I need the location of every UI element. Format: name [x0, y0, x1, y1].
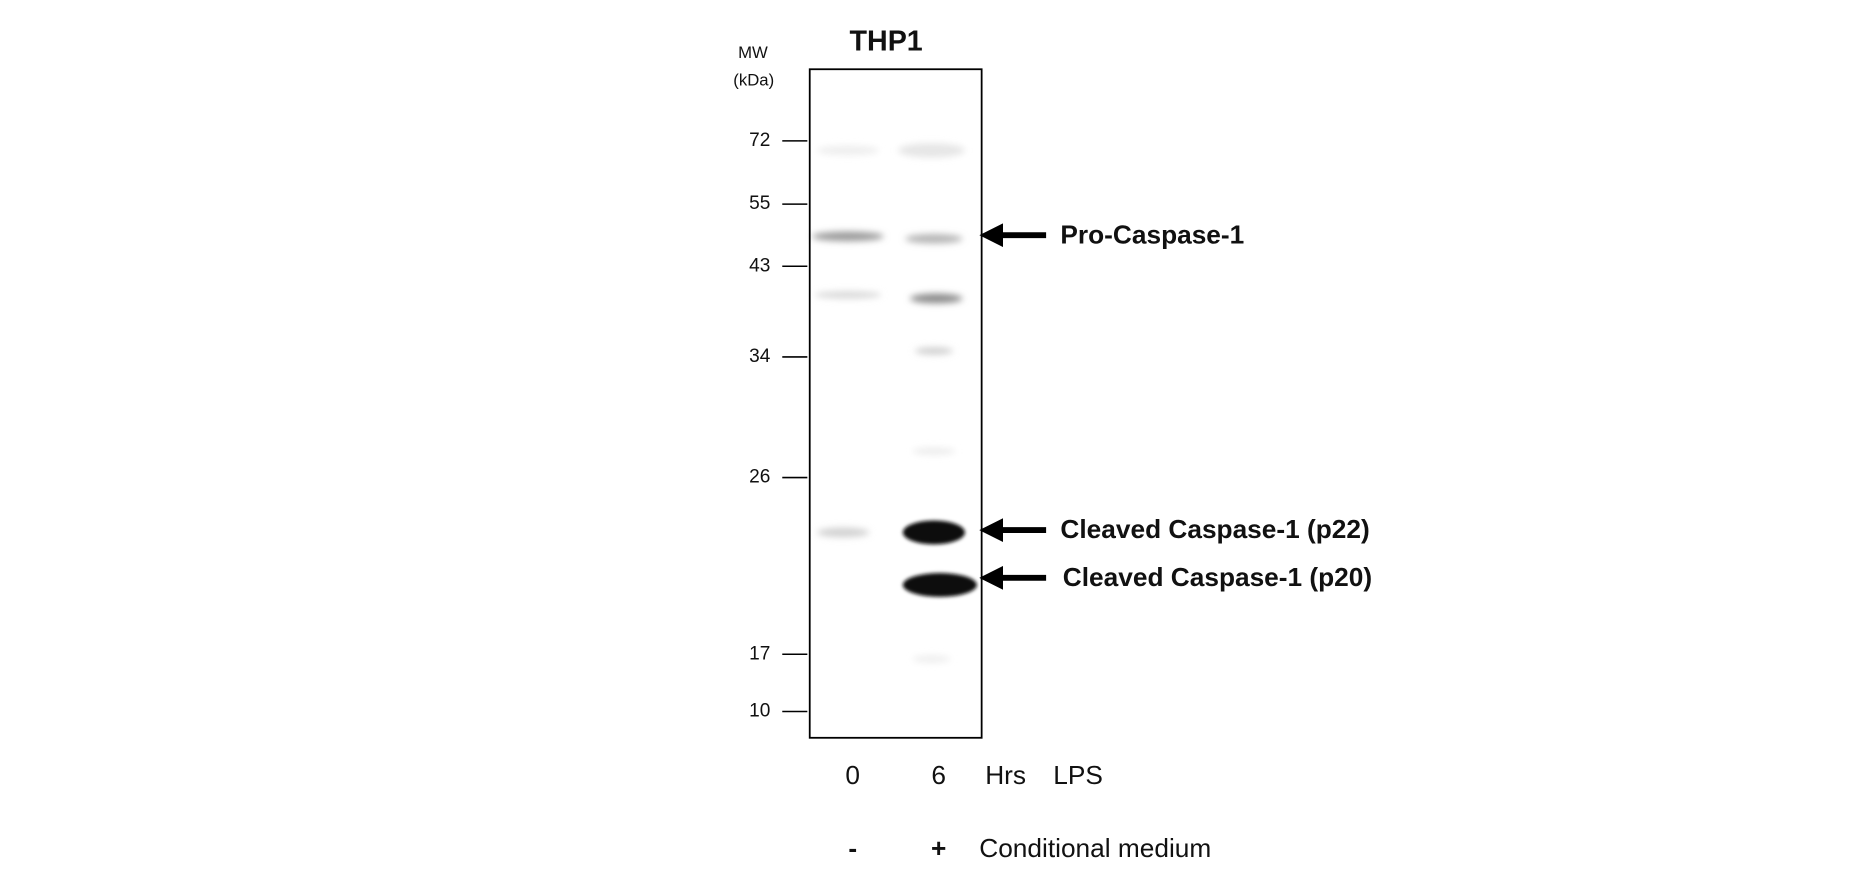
marker-ladder: 72 55 43 34 26 17 10 [749, 130, 808, 722]
title: THP1 [850, 26, 923, 58]
marker-label: 34 [749, 346, 771, 367]
time-label: LPS [1053, 760, 1103, 790]
marker-label: 26 [749, 467, 770, 488]
mw-unit: (kDa) [733, 71, 774, 90]
arrows [979, 223, 1047, 590]
blot-frame [808, 68, 983, 739]
lane-time: 6 [931, 760, 946, 790]
lane-treatment: - [848, 833, 857, 863]
blot-bands [812, 143, 977, 663]
marker-label: 10 [749, 701, 770, 722]
treatment-label: Conditional medium [979, 833, 1211, 863]
marker-label: 55 [749, 193, 770, 214]
marker-label: 43 [749, 255, 770, 276]
marker-label: 17 [749, 643, 770, 664]
lane-treatment: + [931, 833, 946, 863]
band-label: Pro-Caspase-1 [1060, 219, 1244, 249]
time-unit: Hrs [985, 760, 1026, 790]
marker-label: 72 [749, 130, 770, 151]
band-label: Cleaved Caspase-1 (p22) [1060, 514, 1369, 544]
lane-time: 0 [845, 760, 860, 790]
band-label: Cleaved Caspase-1 (p20) [1063, 562, 1372, 592]
mw-label: MW [738, 43, 768, 62]
